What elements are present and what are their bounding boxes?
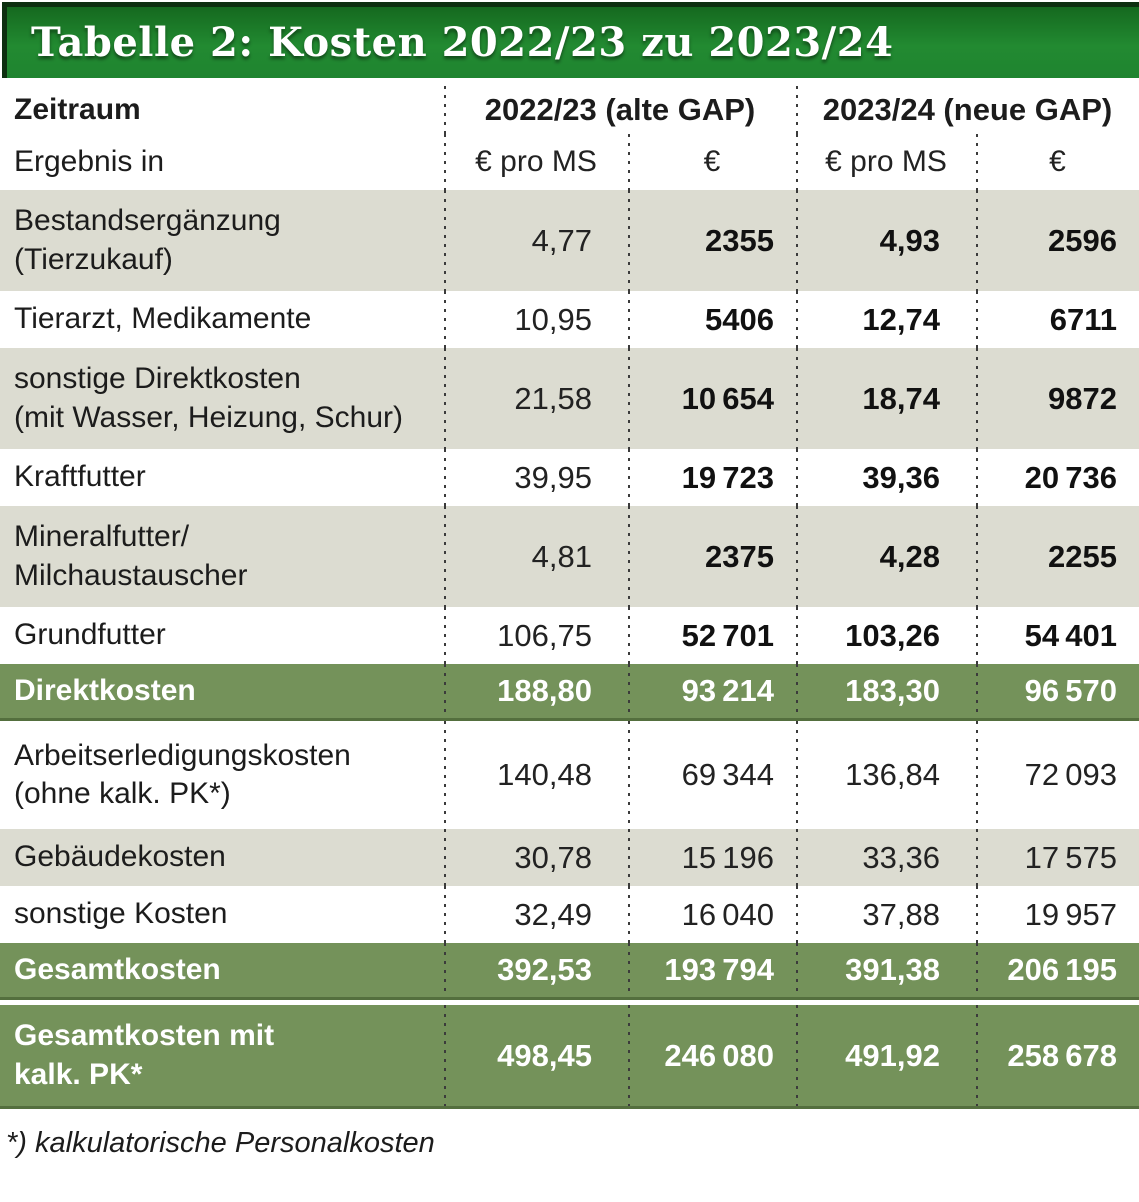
- cell-eur-per-ms-new: 103,26: [796, 607, 976, 664]
- cell-eur-per-ms-new: 491,92: [796, 1005, 976, 1106]
- cell-eur-old: 16 040: [628, 886, 796, 943]
- row-label: sonstige Direktkosten (mit Wasser, Heizu…: [14, 362, 403, 434]
- row-grundfutter: Grundfutter 106,75 52 701 103,26 54 401: [0, 607, 1139, 664]
- cell-eur-per-ms-old: 140,48: [444, 721, 628, 829]
- cell-eur-old: 193 794: [628, 943, 796, 997]
- cell-eur-new: 72 093: [976, 721, 1139, 829]
- header-unit-eur-new: €: [976, 134, 1139, 190]
- row-gebaeudekosten: Gebäudekosten 30,78 15 196 33,36 17 575: [0, 829, 1139, 886]
- cell-eur-old: 10 654: [628, 348, 796, 449]
- row-direktkosten: Direktkosten 188,80 93 214 183,30 96 570: [0, 664, 1139, 721]
- row-label: Direktkosten: [14, 673, 196, 707]
- cell-eur-old: 2355: [628, 190, 796, 291]
- cell-eur-per-ms-new: 37,88: [796, 886, 976, 943]
- row-label: Gebäudekosten: [14, 840, 226, 874]
- header-group-2023-24: 2023/24 (neue GAP): [796, 86, 1139, 134]
- header-row-units: Ergebnis in € pro MS € € pro MS €: [0, 134, 1139, 190]
- row-label: Bestandsergänzung (Tierzukauf): [14, 204, 281, 276]
- cell-eur-per-ms-old: 498,45: [444, 1005, 628, 1106]
- row-label: Grundfutter: [14, 618, 166, 652]
- cell-eur-per-ms-old: 39,95: [444, 449, 628, 506]
- cell-eur-old: 5406: [628, 291, 796, 348]
- cell-eur-old: 93 214: [628, 664, 796, 718]
- cell-eur-new: 258 678: [976, 1005, 1139, 1106]
- cell-eur-new: 20 736: [976, 449, 1139, 506]
- table-title: Tabelle 2: Kosten 2022/23 zu 2023/24: [31, 19, 894, 66]
- cell-eur-new: 17 575: [976, 829, 1139, 886]
- header-unit-eur-old: €: [628, 134, 796, 190]
- header-period-label: Zeitraum: [14, 92, 141, 126]
- row-divider: [0, 1000, 1139, 1005]
- row-bestandsergaenzung: Bestandsergänzung (Tierzukauf) 4,77 2355…: [0, 190, 1139, 291]
- cell-eur-per-ms-old: 4,77: [444, 190, 628, 291]
- row-label: Mineralfutter/ Milchaustauscher: [14, 520, 248, 592]
- cell-eur-old: 52 701: [628, 607, 796, 664]
- cell-eur-old: 2375: [628, 506, 796, 607]
- row-kraftfutter: Kraftfutter 39,95 19 723 39,36 20 736: [0, 449, 1139, 506]
- cell-eur-per-ms-new: 12,74: [796, 291, 976, 348]
- cell-eur-new: 54 401: [976, 607, 1139, 664]
- cell-eur-old: 246 080: [628, 1005, 796, 1106]
- cell-eur-new: 6711: [976, 291, 1139, 348]
- cell-eur-per-ms-old: 4,81: [444, 506, 628, 607]
- row-sonstige-kosten: sonstige Kosten 32,49 16 040 37,88 19 95…: [0, 886, 1139, 943]
- cell-eur-per-ms-new: 39,36: [796, 449, 976, 506]
- cell-eur-per-ms-old: 21,58: [444, 348, 628, 449]
- cell-eur-new: 96 570: [976, 664, 1139, 718]
- cell-eur-per-ms-old: 32,49: [444, 886, 628, 943]
- row-label: Arbeitserledigungskosten (ohne kalk. PK*…: [14, 738, 351, 810]
- row-gesamtkosten-mit-pk: Gesamtkosten mit kalk. PK* 498,45 246 08…: [0, 1005, 1139, 1109]
- row-gesamtkosten: Gesamtkosten 392,53 193 794 391,38 206 1…: [0, 943, 1139, 1000]
- cell-eur-per-ms-new: 4,28: [796, 506, 976, 607]
- cell-eur-per-ms-new: 183,30: [796, 664, 976, 718]
- header-unit-eur-per-ms-old: € pro MS: [444, 134, 628, 190]
- row-label: Gesamtkosten mit kalk. PK*: [14, 1019, 275, 1091]
- footnote: *) kalkulatorische Personalkosten: [6, 1127, 435, 1159]
- cell-eur-new: 19 957: [976, 886, 1139, 943]
- cost-table-figure: Tabelle 2: Kosten 2022/23 zu 2023/24 Zei…: [0, 2, 1139, 1160]
- header-unit-eur-per-ms-new: € pro MS: [796, 134, 976, 190]
- row-tierarzt: Tierarzt, Medikamente 10,95 5406 12,74 6…: [0, 291, 1139, 348]
- cell-eur-new: 2255: [976, 506, 1139, 607]
- row-mineralfutter: Mineralfutter/ Milchaustauscher 4,81 237…: [0, 506, 1139, 607]
- row-label: sonstige Kosten: [14, 897, 228, 931]
- cell-eur-per-ms-old: 10,95: [444, 291, 628, 348]
- cell-eur-per-ms-old: 106,75: [444, 607, 628, 664]
- cell-eur-per-ms-old: 30,78: [444, 829, 628, 886]
- cell-eur-old: 19 723: [628, 449, 796, 506]
- row-arbeitserledigungskosten: Arbeitserledigungskosten (ohne kalk. PK*…: [0, 721, 1139, 829]
- cell-eur-per-ms-old: 188,80: [444, 664, 628, 718]
- cell-eur-per-ms-new: 391,38: [796, 943, 976, 997]
- cell-eur-new: 206 195: [976, 943, 1139, 997]
- row-label: Gesamtkosten: [14, 952, 221, 986]
- header-result-label: Ergebnis in: [14, 144, 165, 178]
- cell-eur-per-ms-old: 392,53: [444, 943, 628, 997]
- table-title-bar: Tabelle 2: Kosten 2022/23 zu 2023/24: [2, 2, 1139, 78]
- row-label: Kraftfutter: [14, 460, 146, 494]
- cell-eur-per-ms-new: 136,84: [796, 721, 976, 829]
- header-row-period: Zeitraum 2022/23 (alte GAP) 2023/24 (neu…: [0, 86, 1139, 134]
- cell-eur-per-ms-new: 18,74: [796, 348, 976, 449]
- cell-eur-per-ms-new: 33,36: [796, 829, 976, 886]
- header-group-2022-23: 2022/23 (alte GAP): [444, 86, 796, 134]
- cell-eur-new: 2596: [976, 190, 1139, 291]
- cell-eur-per-ms-new: 4,93: [796, 190, 976, 291]
- cell-eur-new: 9872: [976, 348, 1139, 449]
- cell-eur-old: 69 344: [628, 721, 796, 829]
- row-sonstige-direktkosten: sonstige Direktkosten (mit Wasser, Heizu…: [0, 348, 1139, 449]
- row-label: Tierarzt, Medikamente: [14, 302, 312, 336]
- cell-eur-old: 15 196: [628, 829, 796, 886]
